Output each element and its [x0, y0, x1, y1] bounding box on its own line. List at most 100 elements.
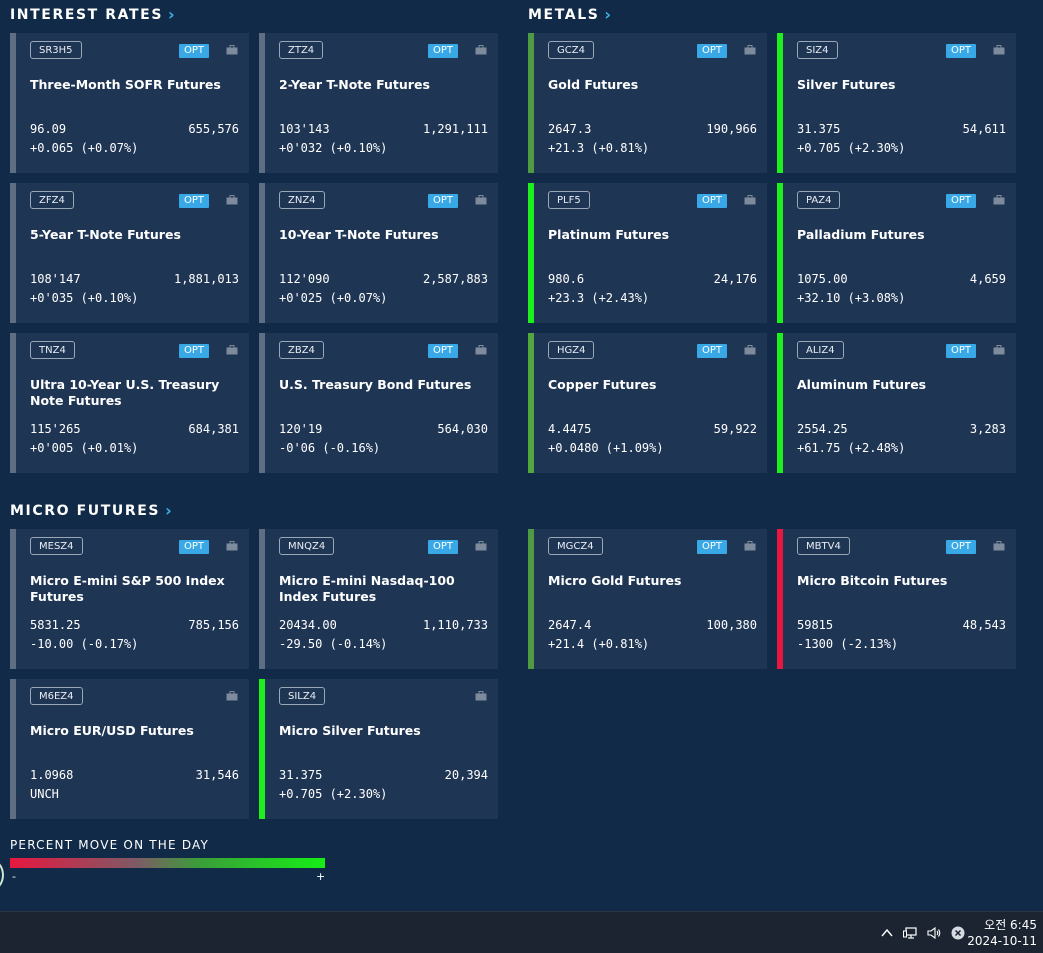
futures-card[interactable]: SIZ4 OPT Silver Futures 31.375 54,611 +0.705 …	[777, 33, 1016, 173]
symbol-badge[interactable]: ZNZ4	[279, 191, 325, 209]
contract-name[interactable]: Micro Gold Futures	[548, 573, 682, 588]
briefcase-icon[interactable]	[993, 195, 1005, 205]
futures-card[interactable]: HGZ4 OPT Copper Futures 4.4475 59,922 +0.0480…	[528, 333, 767, 473]
symbol-badge[interactable]: ZFZ4	[30, 191, 74, 209]
opt-badge[interactable]: OPT	[178, 44, 209, 58]
briefcase-icon[interactable]	[475, 345, 487, 355]
opt-badge[interactable]: OPT	[178, 344, 209, 358]
symbol-badge[interactable]: SIZ4	[797, 41, 838, 59]
briefcase-icon[interactable]	[993, 45, 1005, 55]
briefcase-icon[interactable]	[993, 541, 1005, 551]
opt-badge[interactable]: OPT	[696, 344, 727, 358]
briefcase-icon[interactable]	[475, 541, 487, 551]
symbol-badge[interactable]: HGZ4	[548, 341, 595, 359]
opt-badge[interactable]: OPT	[696, 44, 727, 58]
clock-date[interactable]: 2024-10-11	[967, 934, 1037, 948]
futures-card[interactable]: SR3H5 OPT Three-Month SOFR Futures 96.09 655…	[10, 33, 249, 173]
symbol-badge[interactable]: TNZ4	[30, 341, 75, 359]
symbol-badge[interactable]: SR3H5	[30, 41, 82, 59]
close-circle-icon[interactable]	[951, 926, 965, 940]
symbol-badge[interactable]: SILZ4	[279, 687, 326, 705]
clock-time[interactable]: 오전 6:45	[984, 918, 1037, 932]
briefcase-icon[interactable]	[475, 691, 487, 701]
chevron-up-icon[interactable]	[880, 926, 894, 940]
section-title-metals[interactable]: METALS ›	[528, 7, 613, 24]
futures-card[interactable]: ZTZ4 OPT 2-Year T-Note Futures 103'143 1,291…	[259, 33, 498, 173]
opt-badge[interactable]: OPT	[945, 44, 976, 58]
opt-badge[interactable]: OPT	[945, 344, 976, 358]
section-title-interest-rates[interactable]: INTEREST RATES ›	[10, 7, 176, 24]
volume-icon[interactable]	[927, 926, 941, 940]
briefcase-icon[interactable]	[993, 345, 1005, 355]
symbol-badge[interactable]: MGCZ4	[548, 537, 603, 555]
floating-widget-edge[interactable]	[0, 858, 4, 892]
contract-name[interactable]: Micro Silver Futures	[279, 723, 421, 738]
futures-card[interactable]: GCZ4 OPT Gold Futures 2647.3 190,966 +21.3 (+…	[528, 33, 767, 173]
opt-badge[interactable]: OPT	[696, 194, 727, 208]
symbol-badge[interactable]: MBTV4	[797, 537, 850, 555]
briefcase-icon[interactable]	[475, 195, 487, 205]
futures-card[interactable]: PLF5 OPT Platinum Futures 980.6 24,176 +23.3 …	[528, 183, 767, 323]
contract-name[interactable]: Micro E-mini S&P 500 Index Futures	[30, 573, 225, 604]
contract-name[interactable]: Aluminum Futures	[797, 377, 927, 392]
contract-name[interactable]: Ultra 10-Year U.S. Treasury Note Futures	[30, 377, 220, 408]
symbol-badge[interactable]: PAZ4	[797, 191, 841, 209]
opt-badge[interactable]: OPT	[427, 540, 458, 554]
opt-badge[interactable]: OPT	[427, 344, 458, 358]
symbol-badge[interactable]: GCZ4	[548, 41, 594, 59]
briefcase-icon[interactable]	[744, 345, 756, 355]
contract-name[interactable]: Micro EUR/USD Futures	[30, 723, 194, 738]
contract-name[interactable]: 2-Year T-Note Futures	[279, 77, 430, 92]
contract-name[interactable]: 5-Year T-Note Futures	[30, 227, 181, 242]
futures-card[interactable]: M6EZ4 Micro EUR/USD Futures 1.0968 31,546 UN…	[10, 679, 249, 819]
futures-card[interactable]: SILZ4 Micro Silver Futures 31.375 20,394 +0.…	[259, 679, 498, 819]
briefcase-icon[interactable]	[744, 45, 756, 55]
symbol-badge[interactable]: MNQZ4	[279, 537, 335, 555]
symbol-badge[interactable]: PLF5	[548, 191, 590, 209]
briefcase-icon[interactable]	[744, 195, 756, 205]
contract-name[interactable]: Gold Futures	[548, 77, 639, 92]
opt-badge[interactable]: OPT	[178, 194, 209, 208]
symbol-badge[interactable]: M6EZ4	[30, 687, 83, 705]
symbol-badge[interactable]: ZBZ4	[279, 341, 324, 359]
symbol-badge[interactable]: ZTZ4	[279, 41, 324, 59]
futures-card[interactable]: PAZ4 OPT Palladium Futures 1075.00 4,659 +32.…	[777, 183, 1016, 323]
contract-name[interactable]: Micro E-mini Nasdaq-100 Index Futures	[279, 573, 455, 604]
contract-name[interactable]: Micro Bitcoin Futures	[797, 573, 948, 588]
contract-name[interactable]: Palladium Futures	[797, 227, 925, 242]
contract-name[interactable]: Three-Month SOFR Futures	[30, 77, 221, 92]
opt-badge[interactable]: OPT	[696, 540, 727, 554]
contract-name[interactable]: U.S. Treasury Bond Futures	[279, 377, 472, 392]
opt-badge[interactable]: OPT	[427, 44, 458, 58]
futures-card[interactable]: MNQZ4 OPT Micro E-mini Nasdaq-100 Index Fu…	[259, 529, 498, 669]
briefcase-icon[interactable]	[226, 45, 238, 55]
futures-card[interactable]: ALIZ4 OPT Aluminum Futures 2554.25 3,283 +61.…	[777, 333, 1016, 473]
contract-name[interactable]: Copper Futures	[548, 377, 657, 392]
network-icon[interactable]	[903, 926, 917, 940]
futures-card[interactable]: MGCZ4 OPT Micro Gold Futures 2647.4 100,380 +…	[528, 529, 767, 669]
briefcase-icon[interactable]	[744, 541, 756, 551]
opt-badge[interactable]: OPT	[427, 194, 458, 208]
volume: 785,156	[188, 618, 239, 632]
futures-card[interactable]: TNZ4 OPT Ultra 10-Year U.S. Treasury Note …	[10, 333, 249, 473]
opt-badge[interactable]: OPT	[945, 540, 976, 554]
briefcase-icon[interactable]	[475, 45, 487, 55]
contract-name[interactable]: Platinum Futures	[548, 227, 670, 242]
briefcase-icon[interactable]	[226, 691, 238, 701]
symbol-badge[interactable]: MESZ4	[30, 537, 83, 555]
contract-name[interactable]: 10-Year T-Note Futures	[279, 227, 439, 242]
opt-badge[interactable]: OPT	[178, 540, 209, 554]
futures-card[interactable]: ZFZ4 OPT 5-Year T-Note Futures 108'147 1,881…	[10, 183, 249, 323]
opt-badge[interactable]: OPT	[945, 194, 976, 208]
futures-card[interactable]: ZBZ4 OPT U.S. Treasury Bond Futures 120'19 5…	[259, 333, 498, 473]
section-title-micro-futures[interactable]: MICRO FUTURES ›	[10, 503, 173, 520]
symbol-badge[interactable]: ALIZ4	[797, 341, 844, 359]
contract-name[interactable]: Silver Futures	[797, 77, 896, 92]
briefcase-icon[interactable]	[226, 345, 238, 355]
last-price: 2554.25	[797, 422, 848, 436]
briefcase-icon[interactable]	[226, 195, 238, 205]
futures-card[interactable]: MESZ4 OPT Micro E-mini S&P 500 Index Futur…	[10, 529, 249, 669]
futures-card[interactable]: ZNZ4 OPT 10-Year T-Note Futures 112'090 2,58…	[259, 183, 498, 323]
futures-card[interactable]: MBTV4 OPT Micro Bitcoin Futures 59815 48,543…	[777, 529, 1016, 669]
briefcase-icon[interactable]	[226, 541, 238, 551]
